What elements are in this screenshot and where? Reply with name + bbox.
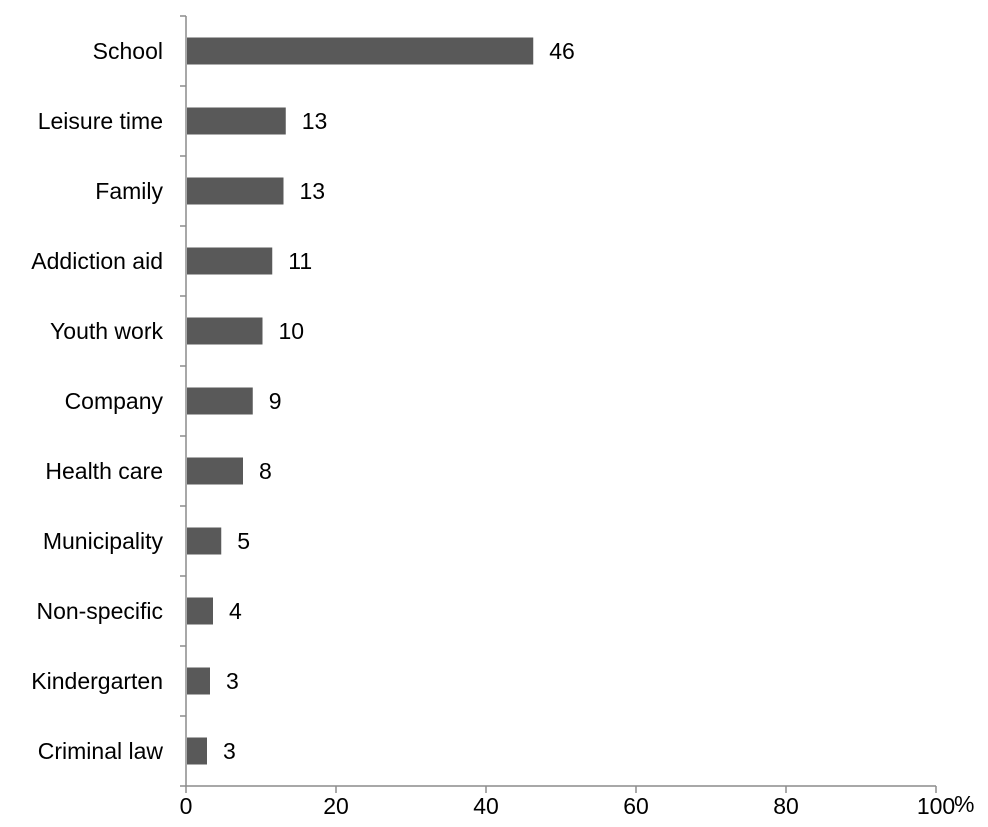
category-label: Municipality — [43, 528, 164, 554]
category-label: Family — [95, 178, 163, 204]
data-label: 9 — [269, 388, 282, 414]
bar-criminal-law — [187, 737, 207, 765]
data-label: 13 — [302, 108, 328, 134]
data-label: 8 — [259, 458, 272, 484]
category-label: Non-specific — [36, 598, 163, 624]
data-label: 13 — [300, 178, 326, 204]
bars-group — [187, 37, 534, 765]
data-label: 46 — [549, 38, 575, 64]
data-label: 3 — [223, 738, 236, 764]
category-label: Kindergarten — [31, 668, 163, 694]
x-tick-label: 40 — [473, 793, 499, 819]
category-label: Health care — [45, 458, 163, 484]
category-label: Criminal law — [38, 738, 164, 764]
bar-school — [187, 37, 534, 65]
bar-municipality — [187, 527, 222, 555]
labels-group: School 46 Leisure time 13 Family 13 Addiction … — [31, 38, 974, 819]
bar-non-specific — [187, 597, 213, 625]
bar-kindergarten — [187, 667, 210, 695]
bar-leisure-time — [187, 107, 286, 135]
category-label: Company — [65, 388, 164, 414]
category-label: Youth work — [50, 318, 163, 344]
category-label: Addiction aid — [31, 248, 163, 274]
bar-health-care — [187, 457, 243, 485]
category-label: Leisure time — [38, 108, 163, 134]
x-unit-label: % — [954, 791, 974, 817]
bar-addiction-aid — [187, 247, 273, 275]
data-label: 3 — [226, 668, 239, 694]
axes-group — [180, 15, 937, 793]
x-tick-label: 20 — [323, 793, 349, 819]
category-label: School — [93, 38, 163, 64]
bar-family — [187, 177, 284, 205]
data-label: 5 — [237, 528, 250, 554]
x-tick-label: 60 — [623, 793, 649, 819]
data-label: 4 — [229, 598, 242, 624]
bar-youth-work — [187, 317, 263, 345]
data-label: 11 — [288, 248, 312, 274]
x-tick-label: 100 — [917, 793, 955, 819]
x-tick-label: 80 — [773, 793, 799, 819]
x-tick-label: 0 — [180, 793, 193, 819]
bar-company — [187, 387, 253, 415]
data-label: 10 — [279, 318, 305, 344]
